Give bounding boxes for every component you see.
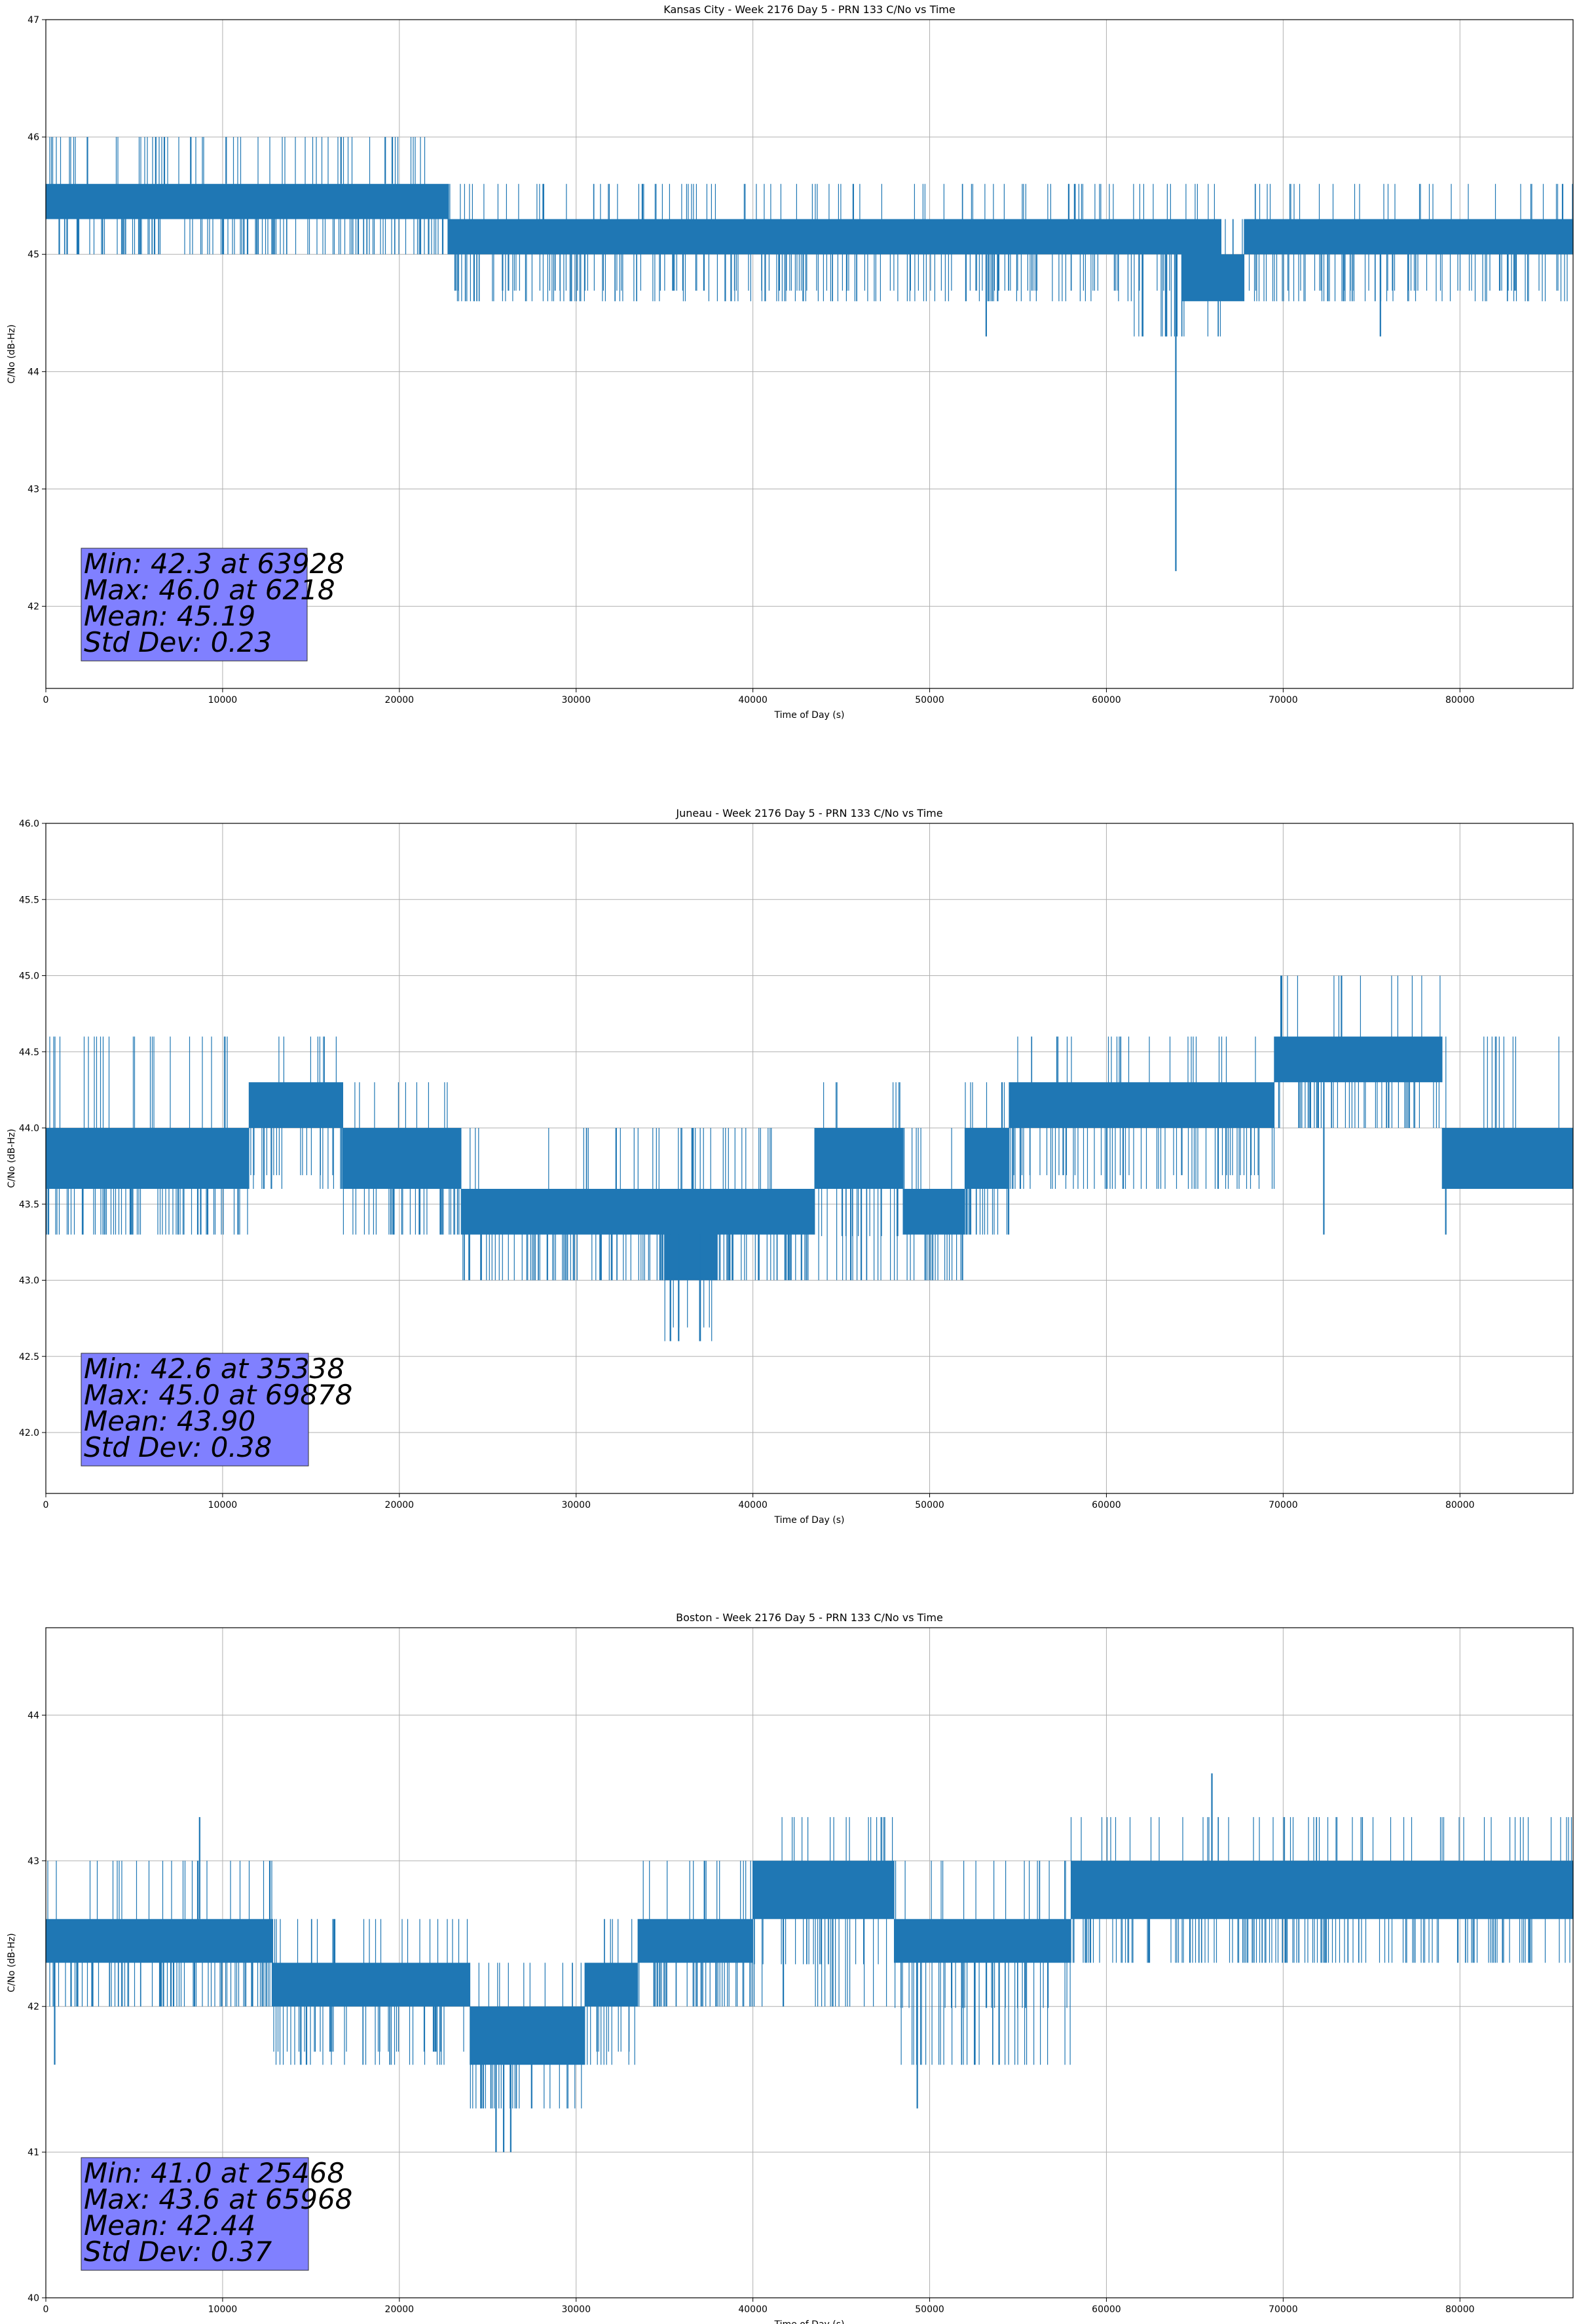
x-tick-label: 50000: [915, 2304, 944, 2315]
x-tick-label: 80000: [1445, 2304, 1475, 2315]
y-tick-label: 42: [28, 602, 39, 612]
y-tick-label: 44: [28, 1710, 39, 1721]
x-tick-label: 70000: [1269, 695, 1298, 705]
data-trace-0: [45, 137, 1574, 337]
stats-line: Min: 41.0 at 25468: [84, 2157, 344, 2189]
y-tick-label: 44.5: [19, 1047, 39, 1058]
chart-title: Juneau - Week 2176 Day 5 - PRN 133 C/No …: [675, 807, 942, 819]
y-tick-label: 43.5: [19, 1199, 39, 1210]
x-tick-label: 20000: [385, 695, 415, 705]
x-tick-label: 80000: [1445, 695, 1475, 705]
x-tick-label: 60000: [1092, 695, 1121, 705]
stats-line: Std Dev: 0.38: [84, 1431, 272, 1463]
y-axis-label: C/No (dB-Hz): [7, 1129, 17, 1188]
chart-title: Boston - Week 2176 Day 5 - PRN 133 C/No …: [676, 1611, 943, 1624]
x-tick-label: 60000: [1092, 2304, 1121, 2315]
x-tick-label: 40000: [738, 695, 768, 705]
y-tick-label: 43.0: [19, 1276, 39, 1286]
x-tick-label: 30000: [561, 1500, 591, 1510]
y-tick-label: 44.0: [19, 1123, 39, 1134]
stats-box: [81, 548, 308, 662]
x-tick-label: 0: [43, 695, 49, 705]
y-tick-label: 40: [28, 2293, 39, 2304]
stats-line: Min: 42.6 at 35338: [84, 1353, 344, 1385]
axes-frame: [45, 1627, 1574, 2298]
stats-line: Max: 45.0 at 69878: [84, 1379, 352, 1411]
y-tick-label: 44: [28, 367, 39, 377]
chart-panel-2: Boston - Week 2176 Day 5 - PRN 133 C/No …: [7, 1611, 1574, 2324]
stats-line: Min: 42.3 at 63928: [84, 548, 344, 580]
stats-line: Mean: 42.44: [84, 2209, 255, 2241]
chart-panel-1: Juneau - Week 2176 Day 5 - PRN 133 C/No …: [7, 807, 1574, 1526]
x-tick-label: 30000: [561, 2304, 591, 2315]
stats-line: Mean: 43.90: [84, 1405, 255, 1437]
x-tick-label: 50000: [915, 1500, 944, 1510]
y-tick-label: 45.5: [19, 895, 39, 905]
data-trace-1: [45, 975, 1574, 1341]
y-tick-label: 42: [28, 2002, 39, 2012]
y-tick-label: 46: [28, 132, 39, 143]
y-tick-label: 41: [28, 2148, 39, 2158]
x-tick-label: 20000: [385, 2304, 415, 2315]
stats-line: Max: 46.0 at 6218: [84, 574, 335, 606]
x-tick-label: 10000: [208, 2304, 238, 2315]
y-tick-label: 42.5: [19, 1352, 39, 1362]
x-axis-label: Time of Day (s): [774, 2319, 845, 2324]
y-tick-label: 46.0: [19, 819, 39, 829]
x-tick-label: 10000: [208, 695, 238, 705]
stats-line: Std Dev: 0.37: [84, 2236, 272, 2268]
x-tick-label: 60000: [1092, 1500, 1121, 1510]
x-tick-label: 70000: [1269, 2304, 1298, 2315]
y-tick-label: 45.0: [19, 971, 39, 982]
stats-line: Std Dev: 0.23: [84, 626, 272, 658]
x-tick-label: 40000: [738, 1500, 768, 1510]
chart-title: Kansas City - Week 2176 Day 5 - PRN 133 …: [663, 3, 955, 16]
stats-box: [81, 1353, 309, 1467]
x-tick-label: 70000: [1269, 1500, 1298, 1510]
y-tick-label: 45: [28, 250, 39, 260]
axes-frame: [45, 823, 1574, 1494]
y-axis-label: C/No (dB-Hz): [7, 324, 17, 383]
stats-box: [81, 2157, 309, 2271]
x-axis-label: Time of Day (s): [774, 1515, 845, 1526]
x-tick-label: 40000: [738, 2304, 768, 2315]
y-axis-label: C/No (dB-Hz): [7, 1933, 17, 1992]
x-tick-label: 30000: [561, 695, 591, 705]
y-tick-label: 42.0: [19, 1428, 39, 1438]
x-tick-label: 80000: [1445, 1500, 1475, 1510]
stats-line: Max: 43.6 at 65968: [84, 2183, 352, 2215]
stats-line: Mean: 45.19: [84, 600, 255, 632]
x-tick-label: 0: [43, 1500, 49, 1510]
x-axis-label: Time of Day (s): [774, 710, 845, 721]
y-tick-label: 47: [28, 15, 39, 26]
x-tick-label: 10000: [208, 1500, 238, 1510]
chart-panel-0: Kansas City - Week 2176 Day 5 - PRN 133 …: [7, 3, 1574, 721]
axes-frame: [45, 19, 1574, 689]
x-tick-label: 20000: [385, 1500, 415, 1510]
x-tick-label: 0: [43, 2304, 49, 2315]
x-tick-label: 50000: [915, 695, 944, 705]
y-tick-label: 43: [28, 1856, 39, 1867]
y-tick-label: 43: [28, 484, 39, 495]
